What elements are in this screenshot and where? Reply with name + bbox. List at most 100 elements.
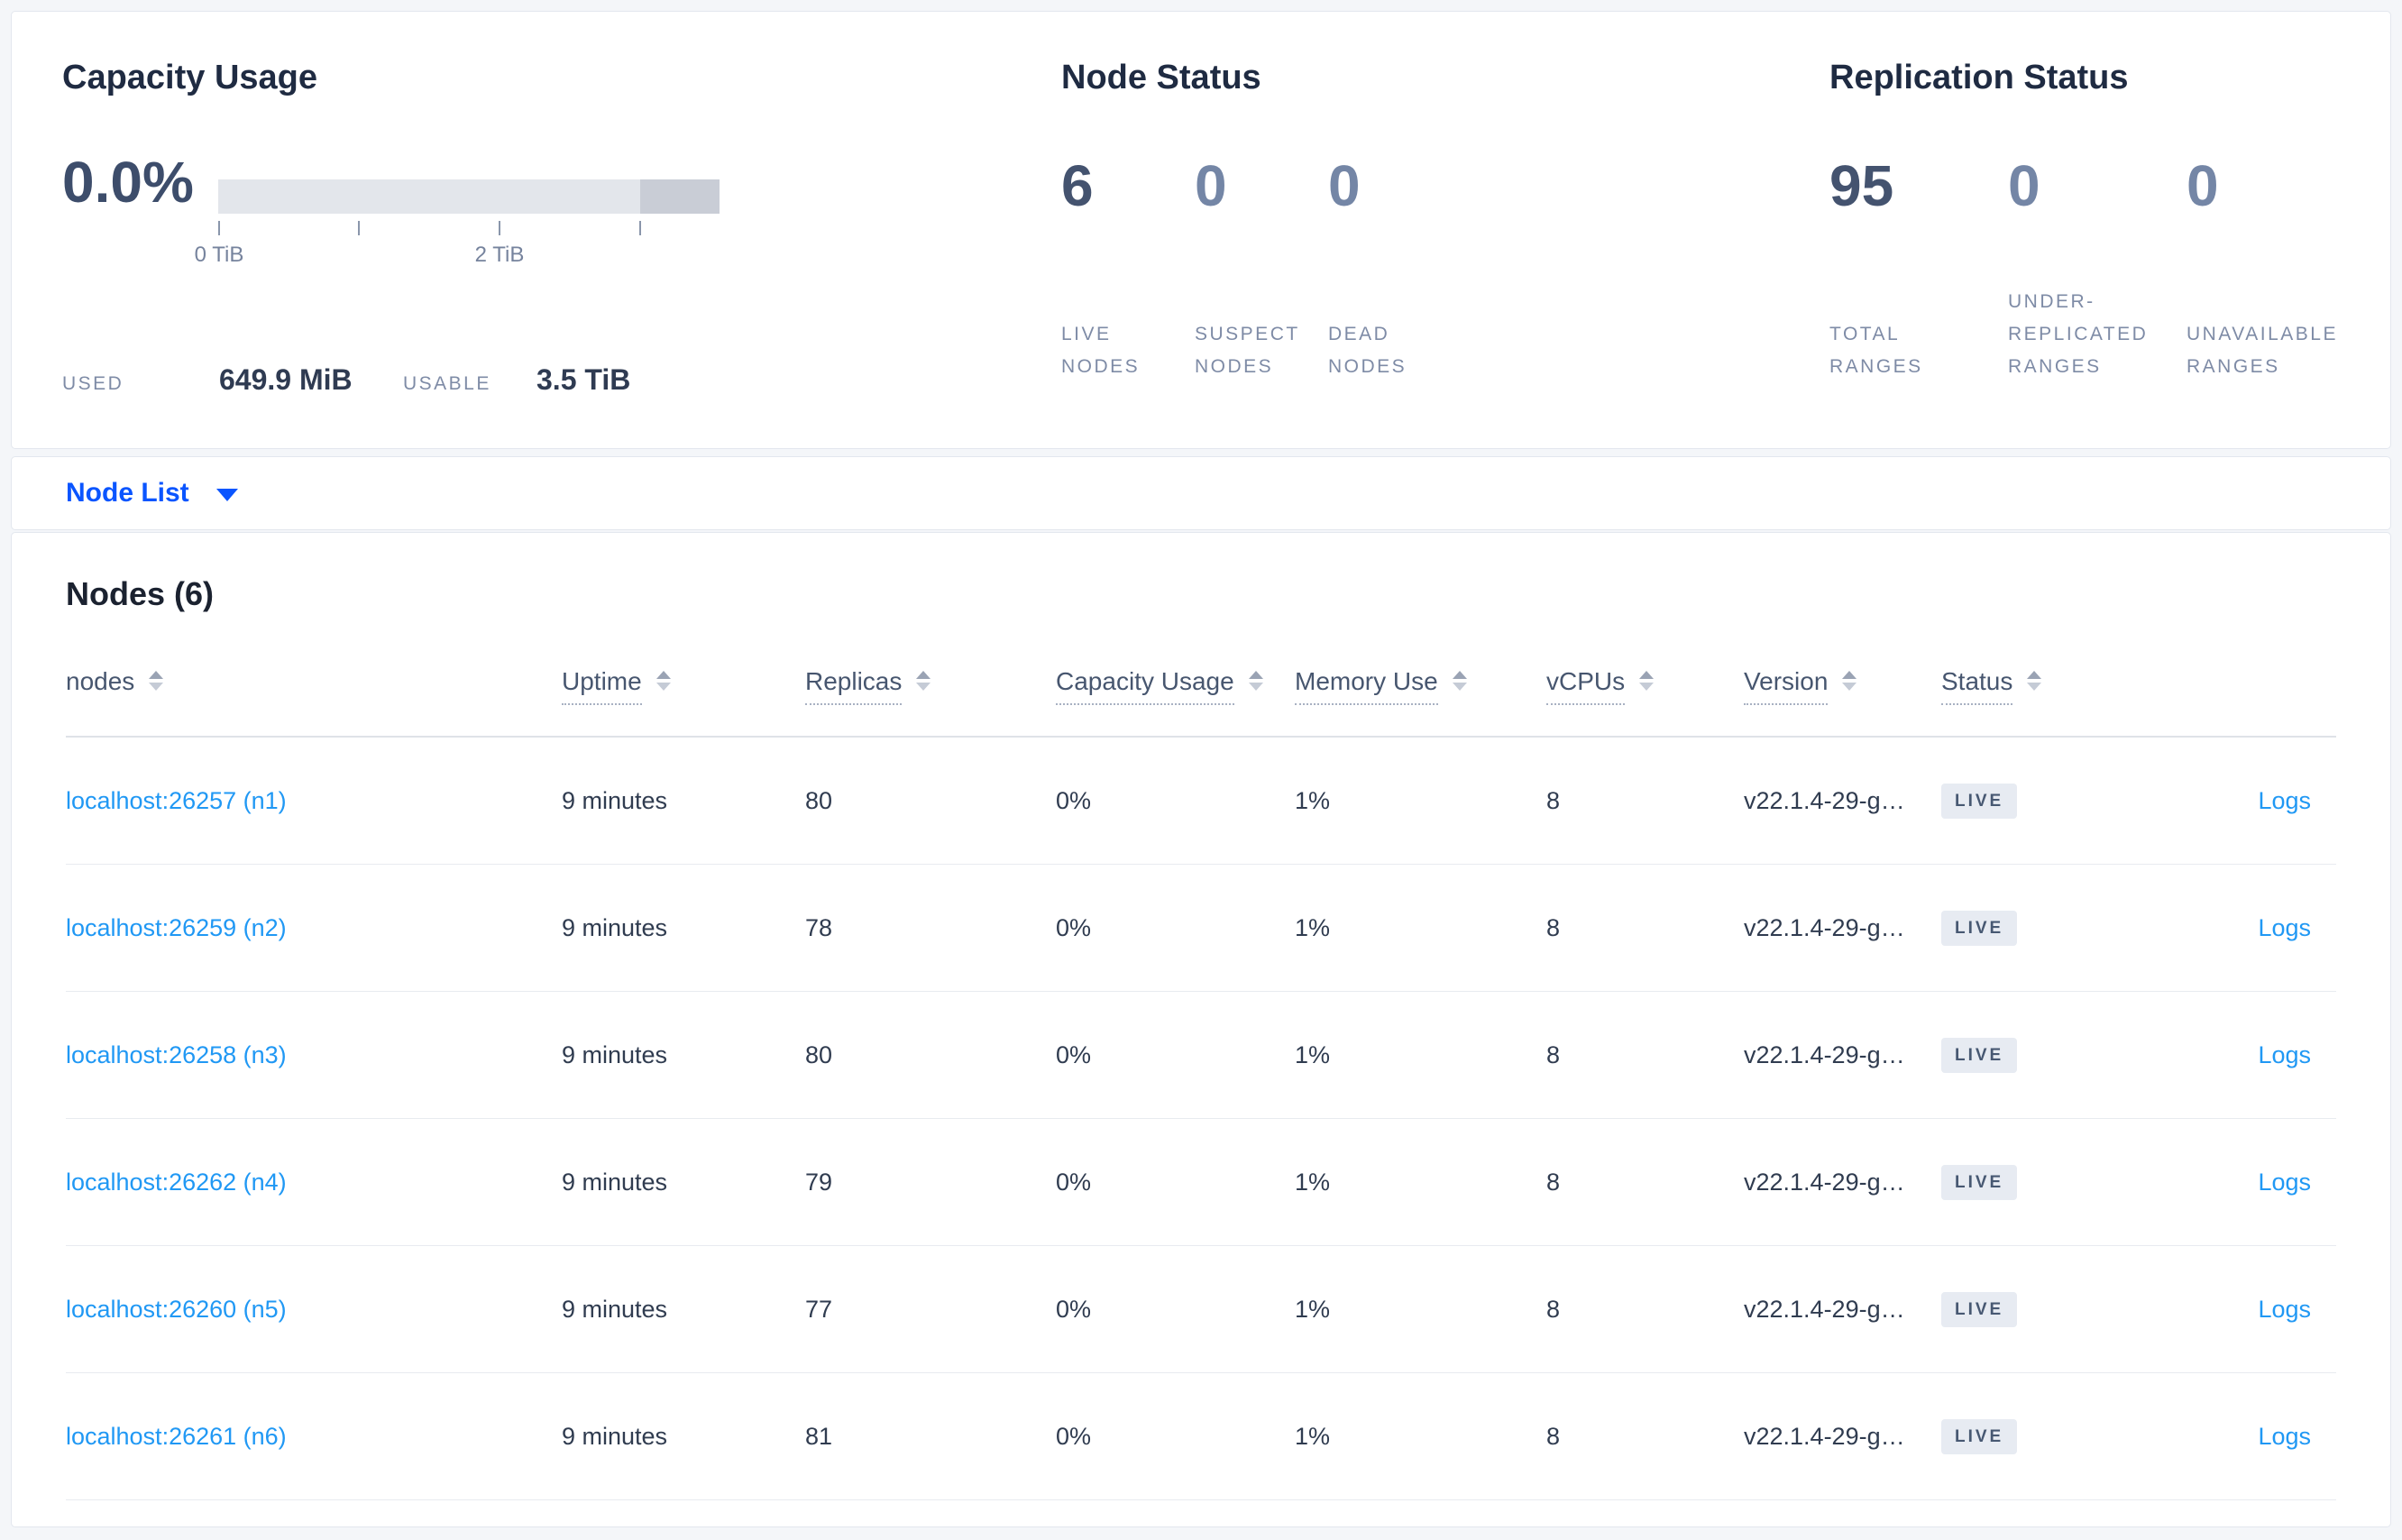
total-ranges-value: 95 [1829,153,1894,218]
sort-icon[interactable] [1248,671,1263,691]
version-cell: v22.1.4-29-g… [1744,914,1905,941]
vcpus-cell: 8 [1546,1296,1561,1323]
table-row: localhost:26257 (n1) 9 minutes 80 0% 1% … [66,738,2336,865]
status-badge: LIVE [1941,1164,2018,1200]
capacity-usage-cell: 0% [1056,914,1092,941]
node-link[interactable]: localhost:26257 (n1) [66,787,287,814]
node-link[interactable]: localhost:26260 (n5) [66,1296,287,1323]
column-header[interactable]: Version [1744,628,1941,736]
capacity-usage-cell: 0% [1056,1041,1092,1068]
suspect-nodes-value: 0 [1195,153,1227,218]
column-header[interactable]: nodes [66,628,562,736]
capacity-gauge: 0 TiB 2 TiB [195,179,720,286]
vcpus-cell: 8 [1546,1169,1561,1196]
table-row: localhost:26261 (n6) 9 minutes 81 0% 1% … [66,1373,2336,1500]
table-header: nodes Uptime Replicas Capacity Usage [66,628,2336,738]
capacity-usage-cell: 0% [1056,1423,1092,1450]
column-header-label: Memory Use [1295,668,1438,705]
axis-tick [218,221,220,235]
sort-icon[interactable] [2027,671,2042,691]
column-header-label: nodes [66,667,135,695]
nodes-title: Nodes (6) [66,575,215,612]
under-replicated-ranges-value: 0 [2008,153,2040,218]
capacity-gauge-bar [218,179,720,214]
replicas-cell: 77 [805,1296,833,1323]
live-nodes-label: LIVE NODES [1061,324,1141,377]
total-ranges-label: TOTAL RANGES [1829,324,1923,377]
unavailable-ranges-label: UNAVAILABLE RANGES [2187,324,2338,377]
sort-icon[interactable] [916,671,931,691]
memory-use-cell: 1% [1295,787,1331,814]
column-header-label: vCPUs [1546,668,1626,705]
column-header[interactable]: Status [1941,628,2141,736]
status-badge: LIVE [1941,1418,2018,1454]
uptime-cell: 9 minutes [562,1041,668,1068]
uptime-cell: 9 minutes [562,1423,668,1450]
logs-link[interactable]: Logs [2258,1296,2311,1323]
table-row: localhost:26258 (n3) 9 minutes 80 0% 1% … [66,992,2336,1119]
logs-link[interactable]: Logs [2258,1041,2311,1068]
node-link[interactable]: localhost:26258 (n3) [66,1041,287,1068]
column-header-logs-spacer [2141,628,2336,736]
replicas-cell: 81 [805,1423,833,1450]
status-badge: LIVE [1941,1037,2018,1073]
node-link[interactable]: localhost:26262 (n4) [66,1169,287,1196]
memory-use-cell: 1% [1295,1296,1331,1323]
live-nodes-value: 6 [1061,153,1094,218]
dead-nodes-label: DEAD NODES [1328,324,1407,377]
replication-status-section: Replication Status 95 0 0 TOTAL RANGES U… [1829,12,2370,448]
capacity-usage-cell: 0% [1056,787,1092,814]
replicas-cell: 78 [805,914,833,941]
sort-icon[interactable] [1842,671,1857,691]
table-row: localhost:26262 (n4) 9 minutes 79 0% 1% … [66,1119,2336,1246]
nodes-table-body: localhost:26257 (n1) 9 minutes 80 0% 1% … [66,738,2336,1500]
version-cell: v22.1.4-29-g… [1744,1169,1905,1196]
column-header-label: Version [1744,668,1829,705]
vcpus-cell: 8 [1546,787,1561,814]
memory-use-cell: 1% [1295,1169,1331,1196]
vcpus-cell: 8 [1546,1041,1561,1068]
logs-link[interactable]: Logs [2258,1169,2311,1196]
sort-icon[interactable] [1452,671,1467,691]
axis-tick-label: 0 TiB [194,243,244,267]
column-header-label: Capacity Usage [1056,668,1234,705]
vcpus-cell: 8 [1546,914,1561,941]
replicas-cell: 79 [805,1169,833,1196]
memory-use-cell: 1% [1295,1423,1331,1450]
replicas-cell: 80 [805,1041,833,1068]
column-header[interactable]: Capacity Usage [1056,628,1295,736]
version-cell: v22.1.4-29-g… [1744,1296,1905,1323]
column-header[interactable]: vCPUs [1546,628,1744,736]
chevron-down-icon [215,489,238,501]
column-header[interactable]: Memory Use [1295,628,1546,736]
node-status-title: Node Status [1061,59,1261,96]
node-list-dropdown[interactable]: Node List [66,480,238,507]
usable-value: 3.5 TiB [536,363,631,396]
logs-link[interactable]: Logs [2258,1423,2311,1450]
view-selector-bar: Node List [11,456,2391,530]
axis-tick-label: 2 TiB [474,243,525,267]
axis-tick [639,221,641,235]
logs-link[interactable]: Logs [2258,914,2311,941]
node-link[interactable]: localhost:26261 (n6) [66,1423,287,1450]
node-link[interactable]: localhost:26259 (n2) [66,914,287,941]
vcpus-cell: 8 [1546,1423,1561,1450]
node-status-section: Node Status 6 0 0 LIVE NODES SUSPECT NOD… [1061,12,1783,448]
sort-icon[interactable] [149,671,164,691]
cluster-summary-card: Capacity Usage 0.0% 0 TiB 2 TiB USED 6 [11,11,2391,449]
sort-icon[interactable] [1639,671,1655,691]
column-header[interactable]: Replicas [805,628,1056,736]
used-value: 649.9 MiB [219,363,353,396]
node-list-dropdown-label: Node List [66,478,189,508]
column-header[interactable]: Uptime [562,628,805,736]
axis-tick [499,221,500,235]
memory-use-cell: 1% [1295,914,1331,941]
logs-link[interactable]: Logs [2258,787,2311,814]
sort-icon[interactable] [656,671,671,691]
table-row: localhost:26259 (n2) 9 minutes 78 0% 1% … [66,865,2336,992]
capacity-used-percent: 0.0% [62,150,194,215]
version-cell: v22.1.4-29-g… [1744,787,1905,814]
under-replicated-ranges-label: UNDER-REPLICATED RANGES [2008,291,2149,377]
unavailable-ranges-value: 0 [2187,153,2219,218]
